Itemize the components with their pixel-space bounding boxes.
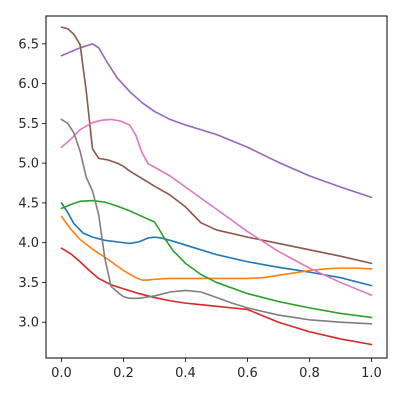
series-line-7	[60, 118, 373, 296]
y-tick-label: 4.5	[18, 196, 39, 211]
y-tick-label: 6.5	[18, 37, 39, 52]
x-tick-label: 0.6	[237, 366, 258, 381]
y-tick-label: 6.0	[18, 77, 39, 92]
series-line-2	[60, 215, 373, 281]
series-line-1	[60, 202, 373, 287]
series-line-6	[60, 26, 373, 265]
y-tick-label: 3.0	[18, 316, 39, 331]
x-axis-ticks: 0.0 0.2 0.4 0.6 0.8 1.0	[51, 358, 382, 381]
x-tick-label: 0.0	[51, 366, 72, 381]
y-axis-ticks: 3.0 3.5 4.0 4.5 5.0 5.5 6.0 6.5	[18, 37, 46, 331]
x-tick-label: 1.0	[361, 366, 382, 381]
plot-area-frame	[45, 15, 388, 359]
x-tick-label: 0.2	[113, 366, 134, 381]
y-tick-label: 5.0	[18, 157, 39, 172]
series-layer	[60, 26, 373, 346]
series-line-4	[60, 247, 373, 346]
x-tick-label: 0.4	[175, 366, 196, 381]
y-tick-label: 5.5	[18, 117, 39, 132]
y-tick-label: 3.5	[18, 276, 39, 291]
series-line-8	[60, 118, 373, 325]
x-tick-label: 0.8	[299, 366, 320, 381]
y-tick-label: 4.0	[18, 236, 39, 251]
series-line-5	[60, 43, 373, 199]
